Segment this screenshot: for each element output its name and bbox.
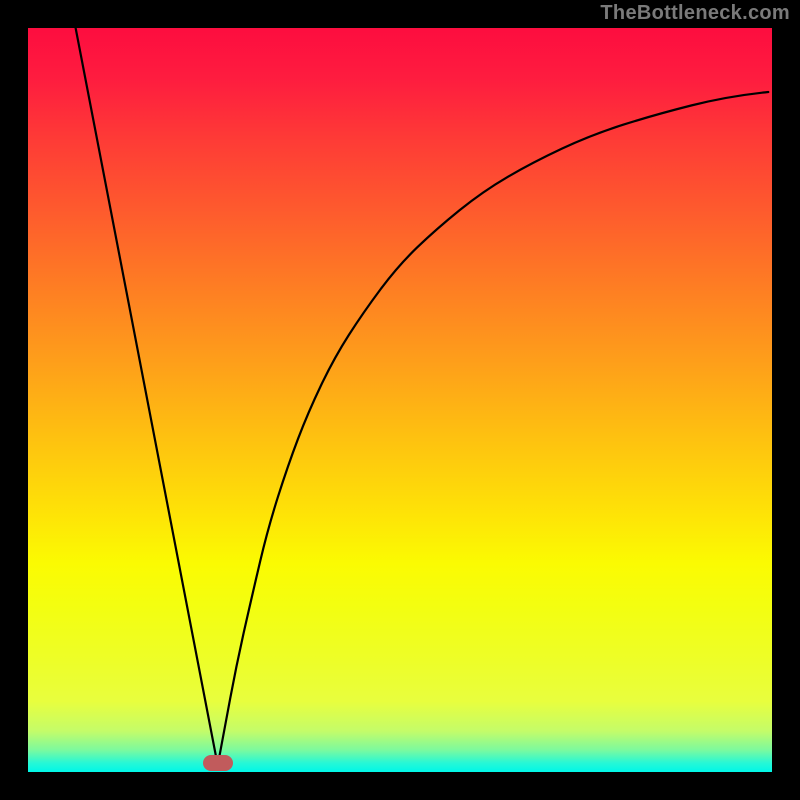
watermark-text: TheBottleneck.com [600,2,790,25]
gradient-chart-svg [28,28,772,772]
chart-frame: TheBottleneck.com [0,0,800,800]
plot-area [28,28,772,772]
